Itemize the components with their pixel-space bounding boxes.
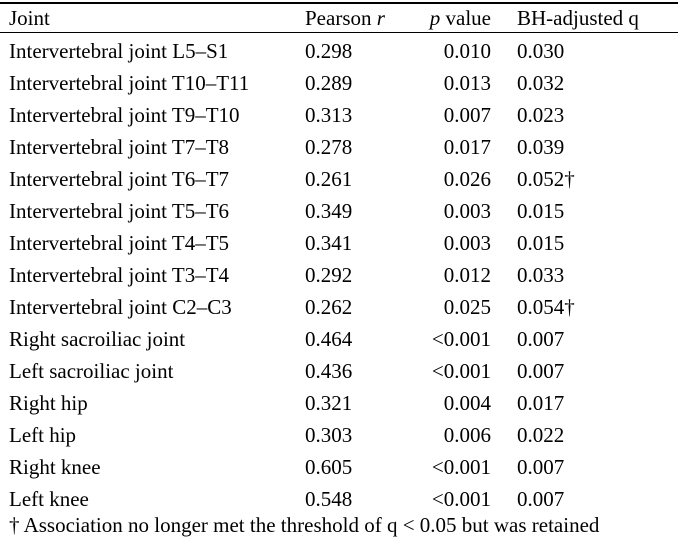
p-value-cell: 0.003 (443, 199, 491, 223)
table-row: Right sacroiliac joint 0.464 <0.001 0.007 (0, 323, 678, 355)
bh-q-cell: 0.007 (517, 359, 565, 383)
bh-q-cell: 0.052† (517, 167, 575, 191)
bh-q-cell: 0.032 (517, 71, 565, 95)
bh-q-cell: 0.039 (517, 135, 565, 159)
table-row: Intervertebral joint T10–T11 0.289 0.013 0.… (0, 67, 678, 99)
joint-cell: Intervertebral joint T10–T11 (9, 71, 250, 95)
table-header-rule (0, 32, 678, 33)
joint-cell: Left sacroiliac joint (9, 359, 174, 383)
bh-q-cell: 0.023 (517, 103, 565, 127)
joint-cell: Right hip (9, 391, 88, 415)
bh-q-cell: 0.007 (517, 455, 565, 479)
p-value-cell: <0.001 (431, 455, 491, 479)
joint-cell: Intervertebral joint T7–T8 (9, 135, 230, 159)
header-p-label: value (445, 6, 491, 30)
p-value-cell: 0.017 (443, 135, 491, 159)
header-r-symbol: r (376, 6, 385, 30)
pearson-r-cell: 0.278 (305, 135, 353, 159)
table-footnote: † Association no longer met the threshol… (9, 513, 600, 537)
bh-q-cell: 0.022 (517, 423, 565, 447)
bh-q-cell: 0.007 (517, 327, 565, 351)
bh-q-cell: 0.015 (517, 231, 565, 255)
table-row: Intervertebral joint T9–T10 0.313 0.007 0.0… (0, 99, 678, 131)
table-row: Intervertebral joint T6–T7 0.261 0.026 0.05… (0, 163, 678, 195)
p-value-cell: 0.026 (443, 167, 491, 191)
pearson-r-cell: 0.436 (305, 359, 353, 383)
pearson-r-cell: 0.341 (305, 231, 353, 255)
table-row: Left hip 0.303 0.006 0.022 (0, 419, 678, 451)
pearson-r-cell: 0.313 (305, 103, 353, 127)
bh-q-cell: 0.033 (517, 263, 565, 287)
pearson-r-cell: 0.464 (305, 327, 353, 351)
p-value-cell: <0.001 (431, 327, 491, 351)
pearson-r-cell: 0.548 (305, 487, 353, 511)
bh-q-cell: 0.054† (517, 295, 575, 319)
joint-cell: Intervertebral joint T4–T5 (9, 231, 230, 255)
header-p-value: p value (409, 2, 491, 34)
header-joint: Joint (9, 6, 50, 30)
pearson-r-cell: 0.262 (305, 295, 353, 319)
header-p-symbol: p (429, 6, 441, 30)
table-row: Right hip 0.321 0.004 0.017 (0, 387, 678, 419)
header-bh-q: BH-adjusted q (517, 6, 639, 30)
p-value-cell: 0.010 (443, 39, 491, 63)
joint-cell: Intervertebral joint C2–C3 (9, 295, 232, 319)
joint-cell: Right sacroiliac joint (9, 327, 186, 351)
pearson-r-cell: 0.321 (305, 391, 353, 415)
pearson-r-cell: 0.303 (305, 423, 353, 447)
pearson-r-cell: 0.298 (305, 39, 353, 63)
table-row: Right knee 0.605 <0.001 0.007 (0, 451, 678, 483)
joint-cell: Left hip (9, 423, 77, 447)
p-value-cell: <0.001 (431, 359, 491, 383)
pearson-r-cell: 0.349 (305, 199, 353, 223)
bh-q-cell: 0.015 (517, 199, 565, 223)
p-value-cell: 0.007 (443, 103, 491, 127)
p-value-cell: 0.006 (443, 423, 491, 447)
joint-cell: Intervertebral joint T9–T10 (9, 103, 240, 127)
joint-cell: Right knee (9, 455, 101, 479)
p-value-cell: 0.012 (443, 263, 491, 287)
table-row: Intervertebral joint L5–S1 0.298 0.010 0.03… (0, 35, 678, 67)
p-value-cell: <0.001 (431, 487, 491, 511)
joint-cell: Intervertebral joint T5–T6 (9, 199, 230, 223)
table-row: Intervertebral joint T4–T5 0.341 0.003 0.01… (0, 227, 678, 259)
bh-q-cell: 0.030 (517, 39, 565, 63)
pearson-r-cell: 0.261 (305, 167, 353, 191)
joint-cell: Intervertebral joint T3–T4 (9, 263, 230, 287)
p-value-cell: 0.004 (443, 391, 491, 415)
p-value-cell: 0.003 (443, 231, 491, 255)
joint-cell: Intervertebral joint T6–T7 (9, 167, 230, 191)
table-row: Intervertebral joint T5–T6 0.349 0.003 0.01… (0, 195, 678, 227)
pearson-r-cell: 0.289 (305, 71, 353, 95)
pearson-r-cell: 0.292 (305, 263, 353, 287)
header-pearson-label: Pearson (305, 6, 372, 30)
joint-cell: Left knee (9, 487, 89, 511)
table-top-rule (0, 2, 678, 4)
table-row: Intervertebral joint T3–T4 0.292 0.012 0.03… (0, 259, 678, 291)
header-pearson-r: Pearson r (305, 2, 385, 34)
p-value-cell: 0.025 (443, 295, 491, 319)
pearson-r-cell: 0.605 (305, 455, 353, 479)
bh-q-cell: 0.017 (517, 391, 565, 415)
p-value-cell: 0.013 (443, 71, 491, 95)
table-header-row: Joint Pearson r p value BH-adjusted q (0, 2, 678, 34)
table-row: Intervertebral joint C2–C3 0.262 0.025 0.05… (0, 291, 678, 323)
table-row: Left sacroiliac joint 0.436 <0.001 0.007 (0, 355, 678, 387)
table-row: Left knee 0.548 <0.001 0.007 (0, 483, 678, 515)
joint-cell: Intervertebral joint L5–S1 (9, 39, 229, 63)
bh-q-cell: 0.007 (517, 487, 565, 511)
table-row: Intervertebral joint T7–T8 0.278 0.017 0.03… (0, 131, 678, 163)
